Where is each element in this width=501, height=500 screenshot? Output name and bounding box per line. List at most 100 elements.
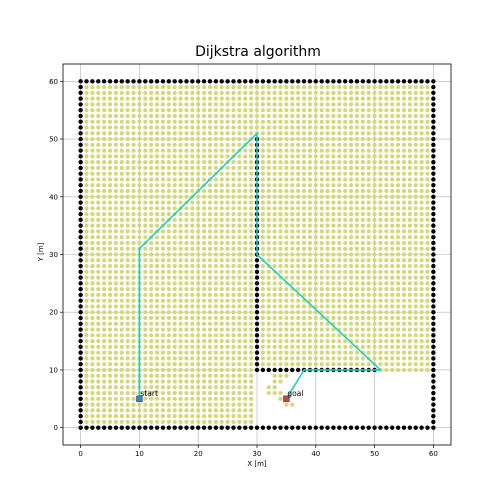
explored-node bbox=[149, 102, 154, 107]
explored-node bbox=[284, 223, 289, 228]
explored-node bbox=[154, 223, 160, 228]
explored-node bbox=[331, 362, 336, 367]
explored-node bbox=[96, 350, 101, 355]
explored-node bbox=[225, 171, 230, 176]
explored-node bbox=[272, 148, 277, 153]
explored-node bbox=[419, 177, 424, 182]
explored-node bbox=[243, 194, 248, 199]
explored-node bbox=[119, 252, 124, 257]
explored-node bbox=[207, 148, 213, 153]
explored-node bbox=[237, 287, 242, 292]
explored-node bbox=[419, 206, 424, 211]
explored-node bbox=[325, 119, 330, 124]
explored-node bbox=[160, 373, 166, 378]
explored-node bbox=[172, 373, 177, 378]
explored-node bbox=[272, 304, 277, 309]
explored-node bbox=[372, 125, 377, 130]
explored-node bbox=[178, 235, 183, 240]
explored-node bbox=[149, 200, 154, 205]
obstacle-node bbox=[354, 79, 360, 84]
explored-node bbox=[143, 356, 148, 361]
explored-node bbox=[372, 292, 377, 298]
explored-node bbox=[96, 327, 101, 332]
explored-node bbox=[337, 148, 342, 153]
explored-node bbox=[266, 177, 271, 182]
obstacle-node bbox=[78, 142, 83, 148]
explored-node bbox=[190, 142, 195, 147]
explored-node bbox=[260, 310, 265, 315]
explored-node bbox=[407, 171, 412, 176]
explored-node bbox=[337, 211, 342, 217]
explored-node bbox=[272, 194, 277, 199]
explored-node bbox=[207, 108, 213, 113]
explored-node bbox=[419, 350, 424, 355]
explored-node bbox=[184, 333, 189, 338]
obstacle-node bbox=[78, 373, 83, 378]
explored-node bbox=[260, 350, 265, 355]
explored-node bbox=[395, 165, 401, 171]
explored-node bbox=[196, 223, 201, 228]
explored-node bbox=[313, 165, 318, 171]
obstacle-node bbox=[119, 425, 124, 430]
explored-node bbox=[249, 379, 254, 384]
explored-node bbox=[348, 171, 354, 176]
explored-node bbox=[213, 362, 218, 367]
explored-node bbox=[343, 321, 348, 326]
explored-node bbox=[278, 350, 283, 355]
explored-node bbox=[190, 171, 195, 176]
explored-node bbox=[354, 338, 360, 344]
explored-node bbox=[254, 113, 260, 119]
explored-node bbox=[219, 356, 224, 361]
explored-node bbox=[102, 350, 107, 355]
explored-node bbox=[278, 362, 283, 367]
explored-node bbox=[313, 148, 318, 153]
explored-node bbox=[160, 177, 166, 182]
explored-node bbox=[419, 246, 424, 251]
explored-node bbox=[207, 263, 213, 269]
explored-node bbox=[243, 310, 248, 315]
explored-node bbox=[425, 165, 430, 171]
explored-node bbox=[319, 350, 324, 355]
explored-node bbox=[113, 263, 119, 269]
explored-node bbox=[313, 258, 318, 263]
explored-node bbox=[219, 414, 224, 419]
obstacle-node bbox=[78, 344, 83, 350]
explored-node bbox=[213, 165, 218, 171]
explored-node bbox=[266, 327, 271, 332]
explored-node bbox=[102, 321, 107, 326]
explored-node bbox=[307, 206, 313, 211]
explored-node bbox=[172, 206, 177, 211]
explored-node bbox=[184, 84, 189, 90]
explored-node bbox=[166, 396, 171, 401]
explored-node bbox=[331, 148, 336, 153]
explored-node bbox=[190, 165, 195, 171]
explored-node bbox=[337, 183, 342, 188]
explored-node bbox=[307, 171, 313, 176]
explored-node bbox=[231, 108, 236, 113]
explored-node bbox=[102, 96, 107, 101]
explored-node bbox=[125, 90, 130, 95]
explored-node bbox=[243, 165, 248, 171]
explored-node bbox=[331, 281, 336, 286]
explored-node bbox=[225, 390, 230, 396]
obstacle-node bbox=[248, 425, 254, 430]
explored-node bbox=[207, 333, 213, 338]
explored-node bbox=[343, 188, 348, 194]
explored-node bbox=[384, 338, 389, 344]
explored-node bbox=[172, 338, 177, 344]
explored-node bbox=[260, 246, 265, 251]
explored-node bbox=[319, 125, 324, 130]
explored-node bbox=[219, 292, 224, 298]
explored-node bbox=[372, 229, 377, 234]
explored-node bbox=[325, 96, 330, 101]
explored-node bbox=[278, 217, 283, 222]
explored-node bbox=[384, 200, 389, 205]
explored-node bbox=[325, 165, 330, 171]
explored-node bbox=[337, 281, 342, 286]
explored-node bbox=[348, 148, 354, 153]
explored-node bbox=[401, 246, 407, 251]
obstacle-node bbox=[160, 79, 166, 84]
explored-node bbox=[207, 315, 213, 321]
explored-node bbox=[102, 113, 107, 119]
x-tick-label: 30 bbox=[253, 450, 262, 458]
